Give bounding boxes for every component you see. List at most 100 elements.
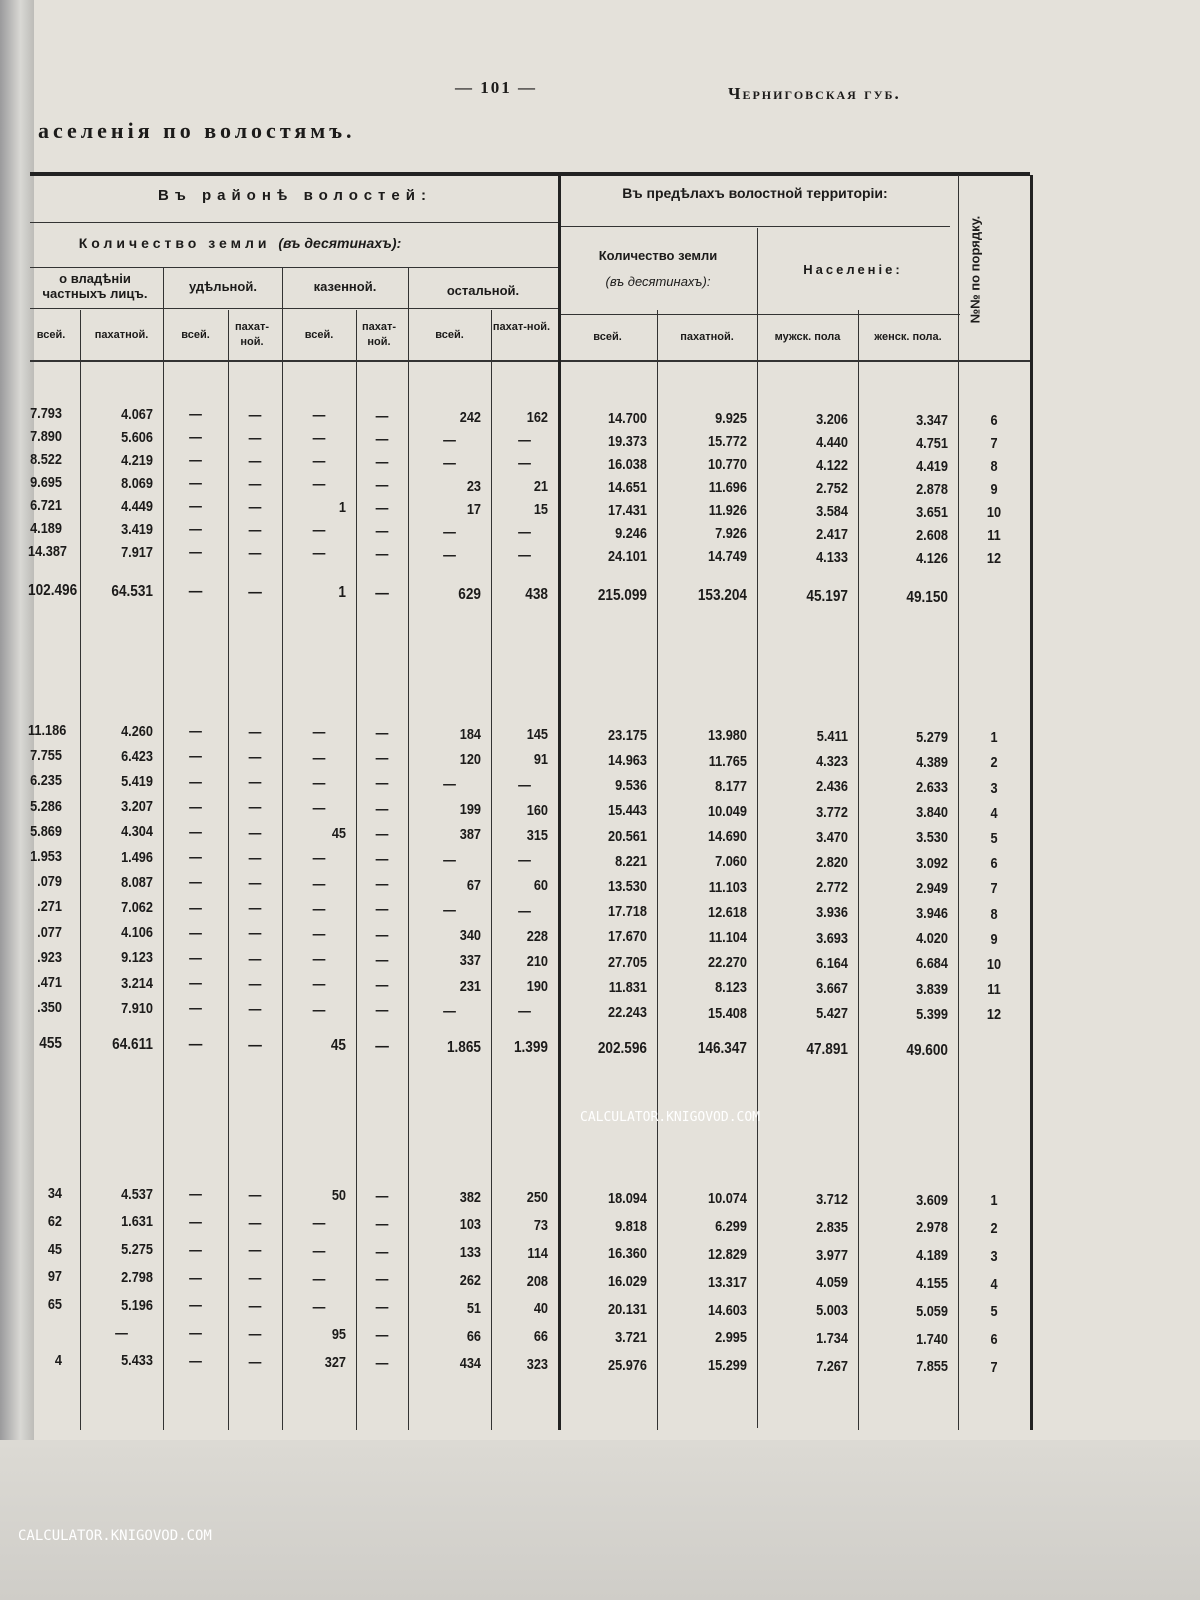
table-cell: 3.840 xyxy=(916,804,948,822)
total-cell: 45.197 xyxy=(806,588,848,605)
table-cell: 66 xyxy=(533,1328,548,1346)
table-cell: — xyxy=(312,1270,326,1288)
table-cell: 327 xyxy=(324,1354,346,1372)
table-cell: 3.092 xyxy=(916,854,948,872)
column-rule xyxy=(757,228,758,1428)
table-cell: 4 xyxy=(990,1275,998,1293)
table-cell: 34 xyxy=(47,1185,62,1202)
table-cell: 4.106 xyxy=(121,924,153,942)
table-cell: 3.584 xyxy=(816,503,848,520)
table-cell: 9 xyxy=(990,481,998,499)
table-cell: 2.417 xyxy=(816,526,848,543)
table-cell: 10.049 xyxy=(707,803,747,820)
table-cell: — xyxy=(375,951,389,969)
table-cell: — xyxy=(518,432,531,450)
table-cell: — xyxy=(189,798,202,816)
table-cell: 15.772 xyxy=(707,433,747,451)
table-cell: 9 xyxy=(990,930,998,948)
table-cell: 231 xyxy=(459,977,481,995)
table-cell: 10.770 xyxy=(707,456,747,474)
table-cell: 160 xyxy=(526,801,548,819)
total-cell: 45 xyxy=(330,1037,346,1055)
table-cell: 5.433 xyxy=(121,1352,153,1370)
table-cell: — xyxy=(375,1271,389,1289)
table-cell: 7.793 xyxy=(30,405,62,422)
table-cell: — xyxy=(248,1214,262,1232)
table-cell: — xyxy=(312,724,326,742)
table-cell: — xyxy=(189,1241,202,1259)
column-rule xyxy=(356,310,357,1430)
table-cell: 5 xyxy=(990,830,998,847)
table-cell: 7.890 xyxy=(30,428,62,445)
table-cell: 10.074 xyxy=(707,1190,747,1208)
table-cell: 2 xyxy=(990,754,998,772)
table-cell: 3 xyxy=(990,1247,998,1265)
table-cell: — xyxy=(189,544,202,562)
total-cell: — xyxy=(375,1038,389,1055)
header-state: казенной. xyxy=(313,279,377,294)
table-cell: 45 xyxy=(47,1240,62,1258)
total-cell: 1 xyxy=(338,584,346,602)
table-cell: — xyxy=(248,900,262,918)
table-cell: .079 xyxy=(37,873,62,891)
total-cell: 49.600 xyxy=(906,1041,948,1059)
total-cell: 1.865 xyxy=(446,1038,481,1056)
table-cell: — xyxy=(248,498,262,516)
table-cell: — xyxy=(248,429,262,447)
table-cell: 12.829 xyxy=(707,1246,747,1263)
total-cell: — xyxy=(375,585,389,602)
table-cell: 382 xyxy=(459,1188,481,1206)
land-unit-label: (въ десятинахъ): xyxy=(278,235,402,251)
table-cell: 4.155 xyxy=(916,1275,948,1292)
table-cell: — xyxy=(189,1325,202,1343)
table-cell: — xyxy=(248,849,262,867)
table-cell: 5.411 xyxy=(816,728,848,745)
table-cell: — xyxy=(248,1270,262,1288)
table-cell: — xyxy=(443,776,456,793)
table-cell: — xyxy=(248,1353,262,1371)
table-cell: 3.419 xyxy=(121,520,153,538)
table-cell: — xyxy=(375,876,389,894)
table-cell: 5.003 xyxy=(816,1302,848,1320)
table-cell: — xyxy=(518,547,531,565)
table-cell: 7 xyxy=(990,1359,998,1376)
table-cell: 3.470 xyxy=(816,828,848,846)
table-cell: 25.976 xyxy=(607,1356,647,1374)
table-cell: 1.734 xyxy=(816,1330,848,1347)
total-cell: 1.399 xyxy=(513,1039,548,1057)
table-cell: 5 xyxy=(990,1303,998,1321)
table-cell: 11.765 xyxy=(708,752,747,770)
table-cell: 16.360 xyxy=(607,1245,647,1263)
total-cell: 455 xyxy=(39,1035,62,1052)
table-cell: 11.186 xyxy=(28,722,67,739)
table-cell: 228 xyxy=(526,927,548,945)
table-cell: 162 xyxy=(526,409,548,427)
table-cell: — xyxy=(189,950,202,967)
table-cell: — xyxy=(375,825,389,843)
table-cell: 8 xyxy=(990,905,998,923)
table-cell: — xyxy=(375,926,389,944)
table-cell: 20.131 xyxy=(607,1301,647,1318)
table-cell: 8.087 xyxy=(121,873,153,891)
table-cell: — xyxy=(375,1002,389,1020)
table-cell: — xyxy=(375,408,389,425)
table-cell: 4.440 xyxy=(816,434,848,451)
table-cell: 6.721 xyxy=(30,497,62,514)
total-cell: 202.596 xyxy=(597,1039,647,1057)
table-cell: — xyxy=(312,926,326,943)
table-cell: 11.831 xyxy=(608,978,647,996)
table-cell: — xyxy=(248,749,262,766)
table-cell: — xyxy=(375,1243,389,1261)
total-cell: 438 xyxy=(525,586,548,604)
table-cell: 145 xyxy=(526,726,548,744)
column-rule xyxy=(80,310,81,1430)
table-cell: 208 xyxy=(526,1272,548,1290)
table-cell: 337 xyxy=(459,952,481,970)
table-cell: — xyxy=(248,1325,262,1343)
column-rule xyxy=(163,268,164,1430)
table-cell: 19.373 xyxy=(607,432,647,450)
table-cell: — xyxy=(312,1243,326,1260)
table-cell: — xyxy=(375,750,389,768)
table-cell: 8.123 xyxy=(715,979,747,997)
table-cell: — xyxy=(518,776,531,794)
